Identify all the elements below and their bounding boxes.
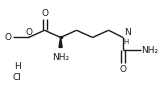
Text: O: O xyxy=(25,28,32,37)
Text: N: N xyxy=(124,28,131,37)
Text: O: O xyxy=(5,33,12,42)
Text: H: H xyxy=(14,62,21,71)
Polygon shape xyxy=(59,37,62,47)
Text: H: H xyxy=(124,39,129,45)
Text: NH₂: NH₂ xyxy=(52,53,69,62)
Text: Cl: Cl xyxy=(13,73,22,82)
Text: O: O xyxy=(41,9,48,18)
Text: NH₂: NH₂ xyxy=(141,46,158,55)
Text: O: O xyxy=(120,65,126,74)
